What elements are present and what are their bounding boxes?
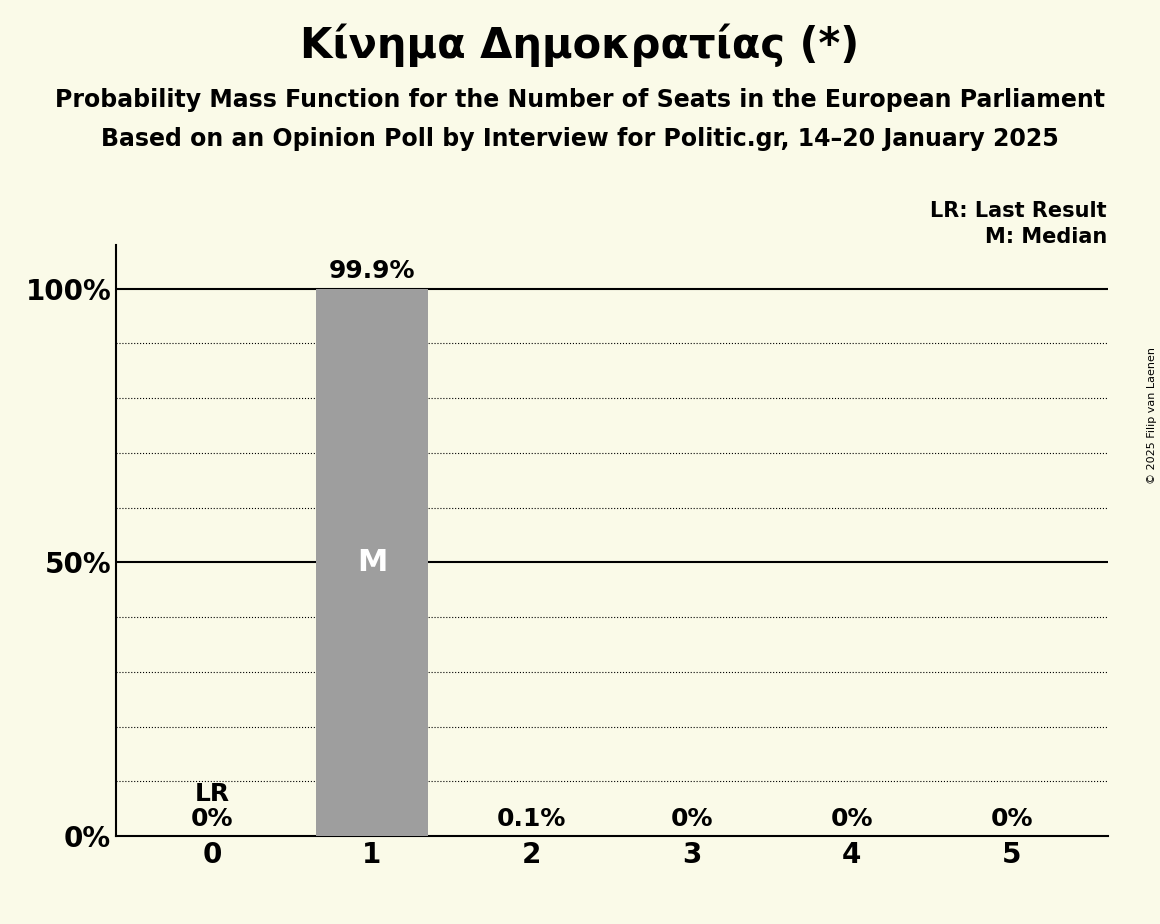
Text: 0.1%: 0.1% <box>498 807 566 831</box>
Text: 0%: 0% <box>991 807 1034 831</box>
Text: Based on an Opinion Poll by Interview for Politic.gr, 14–20 January 2025: Based on an Opinion Poll by Interview fo… <box>101 127 1059 151</box>
Text: 0%: 0% <box>190 807 233 831</box>
Text: M: M <box>357 548 387 577</box>
Text: Κίνημα Δημοκρατίας (*): Κίνημα Δημοκρατίας (*) <box>300 23 860 67</box>
Text: LR: LR <box>195 782 230 806</box>
Text: M: Median: M: Median <box>985 227 1107 247</box>
Text: LR: Last Result: LR: Last Result <box>930 201 1107 221</box>
Bar <box>316 289 428 836</box>
Text: 0%: 0% <box>831 807 873 831</box>
Text: 0%: 0% <box>670 807 713 831</box>
Text: © 2025 Filip van Laenen: © 2025 Filip van Laenen <box>1147 347 1157 484</box>
Text: Probability Mass Function for the Number of Seats in the European Parliament: Probability Mass Function for the Number… <box>55 88 1105 112</box>
Text: 99.9%: 99.9% <box>328 259 415 283</box>
